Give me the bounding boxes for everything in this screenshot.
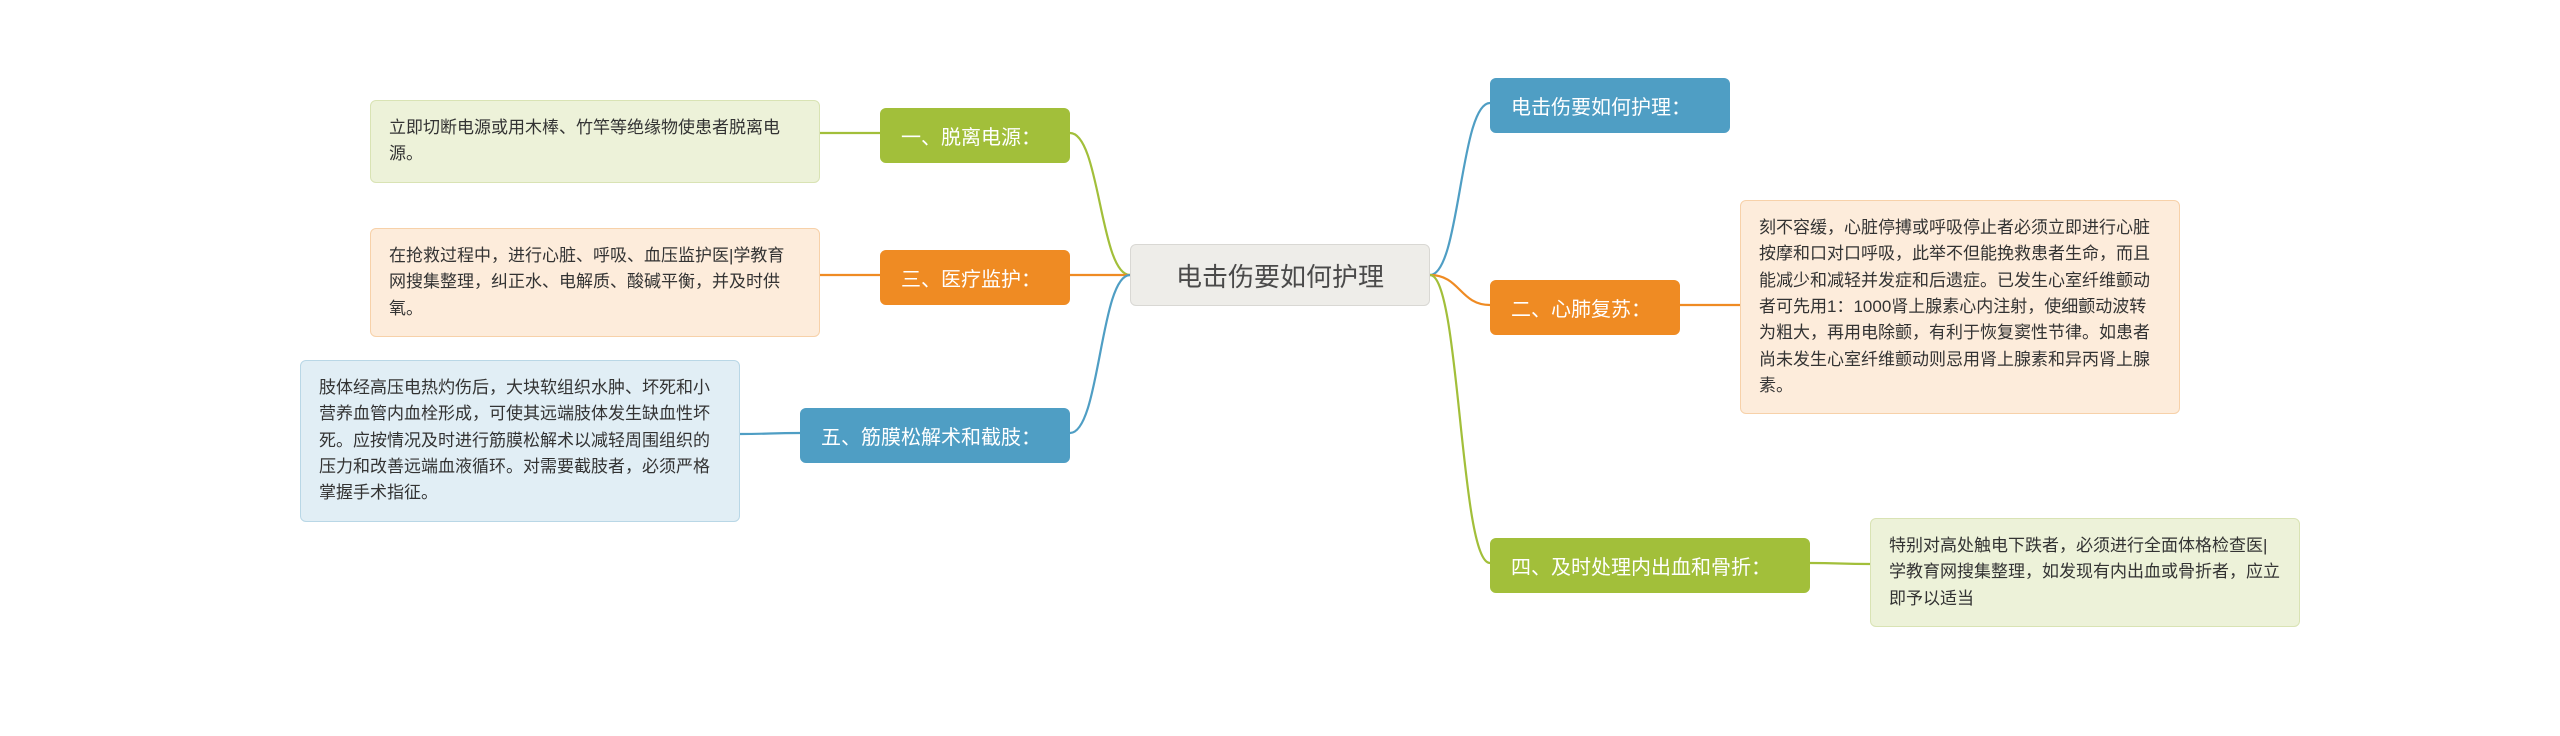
branch-label: 二、心肺复苏： [1511,293,1651,322]
mindmap-canvas: 电击伤要如何护理 一、脱离电源： 立即切断电源或用木棒、竹竿等绝缘物使患者脱离电源… [0,0,2560,736]
leaf-text: 刻不容缓，心脏停搏或呼吸停止者必须立即进行心脏按摩和口对口呼吸，此举不但能挽救患… [1759,215,2161,399]
leaf-r2: 刻不容缓，心脏停搏或呼吸停止者必须立即进行心脏按摩和口对口呼吸，此举不但能挽救患… [1740,200,2180,414]
leaf-r4: 特别对高处触电下跌者，必须进行全面体格检查医|学教育网搜集整理，如发现有内出血或… [1870,518,2300,627]
leaf-text: 立即切断电源或用木棒、竹竿等绝缘物使患者脱离电源。 [389,115,801,168]
leaf-b3: 在抢救过程中，进行心脏、呼吸、血压监护医|学教育网搜集整理，纠正水、电解质、酸碱… [370,228,820,337]
branch-label: 电击伤要如何护理： [1511,91,1691,120]
center-label: 电击伤要如何护理 [1176,257,1384,294]
branch-r0: 电击伤要如何护理： [1490,78,1730,133]
branch-label: 五、筋膜松解术和截肢： [821,421,1041,450]
branch-r2: 二、心肺复苏： [1490,280,1680,335]
branch-label: 一、脱离电源： [901,121,1041,150]
center-node: 电击伤要如何护理 [1130,244,1430,306]
leaf-b1: 立即切断电源或用木棒、竹竿等绝缘物使患者脱离电源。 [370,100,820,183]
leaf-text: 特别对高处触电下跌者，必须进行全面体格检查医|学教育网搜集整理，如发现有内出血或… [1889,533,2281,612]
leaf-text: 在抢救过程中，进行心脏、呼吸、血压监护医|学教育网搜集整理，纠正水、电解质、酸碱… [389,243,801,322]
leaf-text: 肢体经高压电热灼伤后，大块软组织水肿、坏死和小营养血管内血栓形成，可使其远端肢体… [319,375,721,507]
branch-label: 三、医疗监护： [901,263,1041,292]
branch-b3: 三、医疗监护： [880,250,1070,305]
branch-r4: 四、及时处理内出血和骨折： [1490,538,1810,593]
branch-b5: 五、筋膜松解术和截肢： [800,408,1070,463]
branch-b1: 一、脱离电源： [880,108,1070,163]
leaf-b5: 肢体经高压电热灼伤后，大块软组织水肿、坏死和小营养血管内血栓形成，可使其远端肢体… [300,360,740,522]
branch-label: 四、及时处理内出血和骨折： [1511,551,1771,580]
